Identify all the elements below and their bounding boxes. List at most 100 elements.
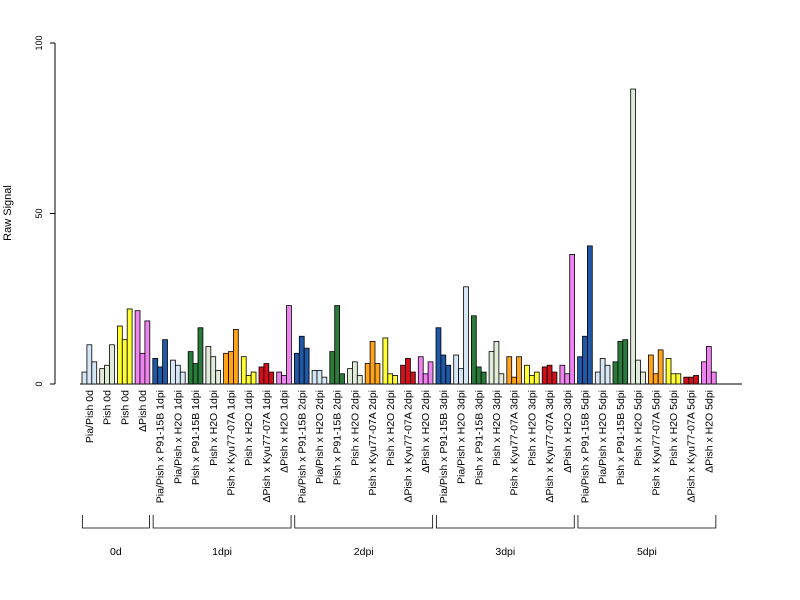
bar [435,327,442,385]
bar [311,369,318,385]
bar [81,371,88,385]
bar [675,373,682,385]
bar [599,358,606,385]
y-tick-label: 50 [34,208,44,218]
y-axis-label: Raw Signal [2,185,14,241]
bar [493,340,500,385]
x-tick-label: Pish x Kyu77-07A 3dpi [509,390,521,496]
x-tick-label: Pish x Kyu77-07A 1dpi [225,390,237,496]
x-tick-label: Pish x Kyu77-07A 2dpi [367,390,379,496]
x-tick-label: ΔPish x H2O 5dpi [703,390,715,473]
y-tick-label: 100 [34,35,44,50]
bar [144,320,151,385]
bar [577,356,583,385]
bar [516,356,522,385]
bar [546,364,553,385]
bar [364,363,371,385]
bar [670,373,677,385]
x-tick-label: Pia/Pish x H2O 5dpi [597,390,609,484]
x-tick-label: ΔPish x Kyu77-07A 2dpi [402,390,414,503]
bar [126,308,133,385]
bar [382,337,389,385]
bar [228,351,234,385]
bar [688,376,695,385]
x-tick-label: Pia/Pish x P91-15B 5dpi [579,390,591,503]
x-tick-label: ΔPish x Kyu77-07A 3dpi [544,390,556,503]
bar [475,366,482,385]
bar [470,315,477,385]
group-bracket [152,515,292,529]
group-brackets: 0d 1dpi 2dpi 3dpi 5dpi [81,515,717,558]
bar [652,373,659,385]
bar [693,375,699,385]
bar [134,310,141,385]
bar [701,361,707,385]
bar [152,358,159,385]
group-bracket [294,515,434,529]
bar [706,346,712,385]
bar [205,346,212,385]
group-label: 5dpi [637,546,657,558]
x-tick-label: Pia/Pish x H2O 2dpi [314,390,326,484]
bar [210,356,217,385]
bar [453,354,460,385]
bar [657,349,664,385]
x-tick-label: Pish x P91-15B 1dpi [190,390,202,485]
bar [192,363,199,385]
bar [170,359,176,385]
bar [445,364,452,385]
bar [162,339,168,385]
bar [91,361,98,385]
bar [458,368,464,385]
x-tick-label: ΔPish x H2O 3dpi [562,390,574,473]
x-tick-label: Pish x H2O 1dpi [243,390,255,466]
bar [529,375,535,385]
x-tick-label: ΔPish 0d [137,390,149,432]
x-tick-label: ΔPish x Kyu77-07A 1dpi [261,390,273,503]
bar [622,339,629,385]
bar [157,366,163,385]
bar [258,366,265,385]
bar [303,347,310,385]
bar [480,371,487,385]
bar [215,369,221,385]
bar [174,364,181,385]
bar [329,351,336,385]
x-tick-label: Pish x H2O 3dpi [526,390,538,466]
bar [498,373,505,385]
x-tick-label: ΔPish x H2O 1dpi [279,390,291,473]
x-tick-label: Pish x H2O 2dpi [385,390,397,466]
x-tick-label: Pish x P91-15B 2dpi [332,390,344,485]
x-tick-label: Pish x H2O 3dpi [491,390,503,466]
bar [422,373,429,385]
x-tick-label: Pia/Pish x H2O 3dpi [456,390,468,484]
bar [392,375,399,385]
bar [250,371,257,385]
bar [298,335,305,385]
x-tick-label: Pish x H2O 2dpi [349,390,361,466]
bar [488,351,495,385]
group-label: 3dpi [495,546,515,558]
bar [511,376,518,385]
bar [245,375,252,385]
bar [334,305,341,385]
bar [524,364,530,385]
bar [268,371,275,385]
bar [316,369,323,385]
bar [179,371,186,385]
x-tick-label: Pia/Pish x P91-15B 3dpi [438,390,450,503]
group-bracket [435,515,575,529]
bar [339,373,345,385]
bar [286,305,292,385]
x-tick-label: Pish x H2O 1dpi [208,390,220,466]
bar [374,363,381,385]
bar [463,286,469,385]
x-tick-label: Pish x Kyu77-07A 5dpi [650,390,662,496]
x-tick-label: Pia/Pish x P91-15B 1dpi [155,390,167,503]
bar [551,371,558,385]
bar [683,376,690,385]
x-tick-label: Pia/Pish 0d [84,390,96,443]
bar [559,364,566,385]
group-label: 0d [110,546,122,558]
